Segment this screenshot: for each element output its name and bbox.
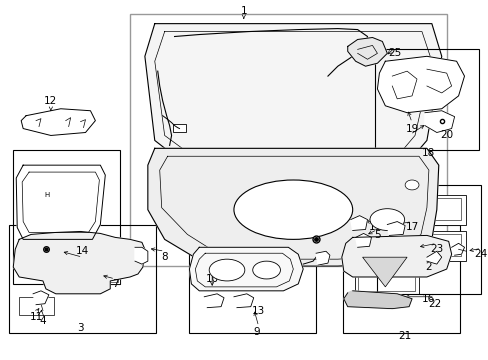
Polygon shape [204,294,224,308]
Ellipse shape [209,259,244,281]
Polygon shape [377,56,464,113]
Text: 8: 8 [161,252,168,262]
Bar [36,188,58,202]
Text: 23: 23 [429,244,443,254]
Text: 6: 6 [312,228,319,238]
Ellipse shape [252,261,280,279]
Text: 24: 24 [474,249,487,259]
Bar [430,198,460,220]
Polygon shape [13,231,144,294]
Bar [426,231,466,261]
Ellipse shape [233,180,352,239]
Text: 7: 7 [112,279,118,289]
Text: 12: 12 [44,96,58,106]
Text: 15: 15 [368,222,381,233]
Bar [377,185,480,294]
Polygon shape [343,291,411,309]
Text: 11: 11 [29,311,42,321]
Polygon shape [147,148,438,266]
Bar [172,123,186,131]
Text: H: H [44,192,49,198]
Bar [189,225,315,333]
Polygon shape [355,233,371,247]
Polygon shape [347,37,386,66]
Text: 5: 5 [373,230,380,240]
Bar [385,200,419,254]
Text: 2: 2 [425,262,431,272]
Bar [357,247,414,291]
Ellipse shape [404,180,418,190]
Text: 19: 19 [405,123,418,134]
Polygon shape [189,247,303,291]
Polygon shape [341,235,451,277]
Polygon shape [362,257,407,287]
Text: 25: 25 [388,48,401,58]
Polygon shape [424,111,454,132]
Text: 20: 20 [439,130,452,140]
Polygon shape [135,247,147,264]
Bar [354,244,418,294]
Text: 22: 22 [427,299,441,309]
Text: 17: 17 [405,222,418,233]
Text: 14: 14 [76,246,89,256]
Text: 10: 10 [205,274,218,284]
Text: 21: 21 [398,331,411,341]
Bar [33,185,61,205]
Polygon shape [350,216,367,230]
Bar [430,234,460,256]
Text: 16: 16 [422,294,435,304]
Bar [53,251,118,282]
Bar [342,225,459,333]
Polygon shape [21,109,95,135]
Bar [388,204,415,248]
Polygon shape [451,243,464,255]
Bar [13,150,120,284]
Bar [9,225,156,333]
Bar [130,14,446,266]
Bar [174,195,219,229]
Text: 4: 4 [40,315,46,325]
Polygon shape [315,251,329,265]
Polygon shape [233,294,253,308]
Bar [394,168,414,183]
Polygon shape [386,221,404,235]
Polygon shape [16,165,105,239]
Bar [57,254,75,266]
Text: 3: 3 [77,323,84,333]
Bar [51,249,120,284]
Bar [375,49,478,150]
Text: 1: 1 [240,6,246,16]
Text: 9: 9 [253,327,260,337]
Polygon shape [426,251,441,264]
Text: 18: 18 [422,148,435,158]
Bar [426,195,466,225]
Polygon shape [33,291,49,305]
Text: 13: 13 [251,306,265,316]
Bar [162,168,181,183]
Bar [19,297,54,315]
Polygon shape [144,24,441,185]
Ellipse shape [369,209,404,230]
Bar [177,198,215,226]
